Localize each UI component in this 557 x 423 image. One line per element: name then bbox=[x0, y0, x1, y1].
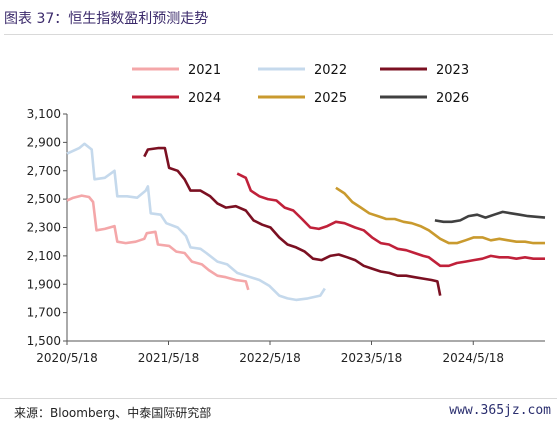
x-tick-label: 2021/5/18 bbox=[138, 351, 200, 365]
y-tick-label: 2,300 bbox=[27, 221, 61, 235]
series-line-2021 bbox=[66, 194, 250, 291]
x-tick-label: 2022/5/18 bbox=[239, 351, 301, 365]
legend-label-2022: 2022 bbox=[314, 63, 347, 78]
y-tick-label: 1,700 bbox=[27, 306, 61, 320]
legend-label-2021: 2021 bbox=[188, 63, 221, 78]
x-tick-label: 2024/5/18 bbox=[442, 351, 504, 365]
series-line-2026 bbox=[434, 210, 546, 224]
series-line-2025 bbox=[335, 186, 545, 245]
series-line-2022 bbox=[66, 142, 326, 302]
series-line-2024 bbox=[236, 172, 545, 268]
y-tick-label: 2,900 bbox=[27, 135, 61, 149]
y-tick-label: 2,500 bbox=[27, 192, 61, 206]
series-line-2023 bbox=[143, 146, 442, 296]
y-tick-label: 3,100 bbox=[27, 107, 61, 121]
y-tick-label: 2,700 bbox=[27, 164, 61, 178]
figure-title: 图表 37：恒生指数盈利预测走势 bbox=[4, 4, 553, 35]
legend-label-2024: 2024 bbox=[188, 91, 221, 106]
legend-label-2026: 2026 bbox=[436, 91, 469, 106]
x-tick-label: 2020/5/18 bbox=[36, 351, 98, 365]
source-note: 来源：Bloomberg、中泰国际研究部 bbox=[14, 406, 212, 420]
legend-label-2023: 2023 bbox=[436, 63, 469, 78]
y-tick-label: 1,500 bbox=[27, 334, 61, 348]
legend-label-2025: 2025 bbox=[314, 91, 347, 106]
y-tick-label: 2,100 bbox=[27, 249, 61, 263]
watermark: www.365jz.com bbox=[449, 403, 551, 418]
figure-source-bar: 来源：Bloomberg、中泰国际研究部 www.365jz.com bbox=[0, 398, 557, 423]
y-tick-label: 1,900 bbox=[27, 277, 61, 291]
x-tick-label: 2023/5/18 bbox=[341, 351, 403, 365]
